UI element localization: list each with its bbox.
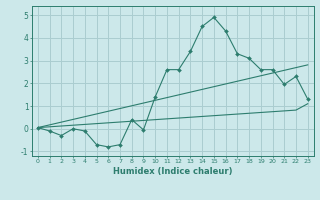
X-axis label: Humidex (Indice chaleur): Humidex (Indice chaleur): [113, 167, 233, 176]
